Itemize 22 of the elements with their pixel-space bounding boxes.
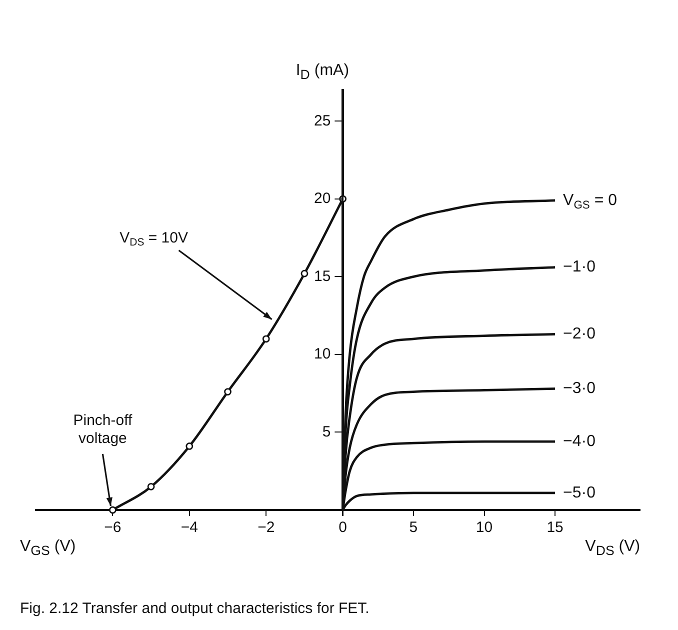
series-label: −4·0 <box>563 432 596 450</box>
x-tick-label: −4 <box>180 519 198 536</box>
x-axis-title: V$_{DS}$ (V) <box>585 538 640 558</box>
y-tick-label: 20 <box>314 190 331 208</box>
y-tick-label: 25 <box>314 112 331 130</box>
x-tick-label: −6 <box>104 519 122 536</box>
x-tick-label: 15 <box>546 519 564 536</box>
caption: Fig. 2.12 Transfer and output characteristics for FET. <box>20 600 370 617</box>
y-axis-title: I$_{D}$ (mA) <box>296 62 350 82</box>
y-tick-label: 5 <box>322 423 331 440</box>
series-label: −3·0 <box>563 380 596 398</box>
series-label: −5·0 <box>563 484 596 502</box>
x-tick-label: 0 <box>338 519 347 536</box>
series-label: −1·0 <box>563 258 596 276</box>
x-tick-label: 5 <box>409 519 418 536</box>
series-label: −2·0 <box>563 326 596 343</box>
x-tick-label: −2 <box>258 519 275 536</box>
y-tick-label: 10 <box>314 346 331 363</box>
x-tick-label: 10 <box>476 519 493 536</box>
y-tick-label: 15 <box>314 268 331 285</box>
annotation: Pinch-off voltage <box>73 412 133 448</box>
x-axis-title: V$_{GS}$ (V) <box>20 538 76 558</box>
